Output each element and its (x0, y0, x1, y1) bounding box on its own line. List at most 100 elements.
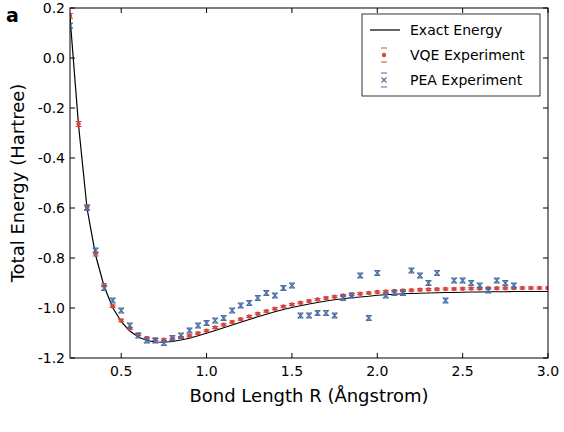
error-bar (502, 281, 508, 286)
legend-caps (381, 73, 387, 87)
pea-point (161, 341, 166, 346)
error-bar (289, 283, 295, 288)
error-bar (255, 296, 261, 301)
vqe-point (230, 320, 234, 324)
pea-point (358, 273, 363, 278)
error-bar (84, 206, 90, 211)
pea-point (102, 286, 107, 291)
pea-point (127, 323, 132, 328)
pea-point (315, 311, 320, 316)
pea-point (136, 333, 141, 338)
error-bar (152, 338, 158, 343)
error-bar (434, 271, 440, 276)
error-bar (323, 311, 329, 316)
vqe-point (196, 331, 200, 335)
vqe-point (426, 287, 430, 291)
pea-point (187, 328, 192, 333)
legend-line (370, 29, 400, 30)
pea-point (366, 316, 371, 321)
page: {"chart_data": { "type": "scatter", "ann… (0, 0, 564, 432)
pea-point (375, 271, 380, 276)
error-bar (306, 313, 312, 318)
vqe-point (324, 296, 328, 300)
y-tick (70, 8, 75, 9)
pea-point (230, 308, 235, 313)
pea-point (289, 283, 294, 288)
vqe-point (469, 286, 473, 290)
error-bar (212, 318, 218, 323)
error-bar (468, 281, 474, 286)
vqe-point (375, 290, 379, 294)
x-tick (291, 8, 292, 13)
error-bar (460, 278, 466, 283)
y-tick (70, 358, 75, 359)
y-tick-label: -0.2 (38, 100, 65, 116)
vqe-point (247, 314, 251, 318)
pea-point (247, 301, 252, 306)
error-bar (135, 333, 141, 338)
x-tick (548, 353, 549, 358)
vqe-point (307, 299, 311, 303)
vqe-point (435, 287, 439, 291)
vqe-point (221, 323, 225, 327)
vqe-point (204, 329, 208, 333)
y-tick (70, 108, 75, 109)
error-bar (127, 323, 133, 328)
error-bar (451, 278, 457, 283)
error-bar (280, 286, 286, 291)
pea-point (494, 278, 499, 283)
pea-point (153, 338, 158, 343)
x-tick-label: 3.0 (537, 363, 559, 379)
chart: 0.51.01.52.02.53.0-1.2-1.0-0.8-0.6-0.4-0… (0, 0, 564, 432)
x-tick-label: 0.5 (110, 363, 132, 379)
error-bar (93, 248, 99, 253)
error-bar (178, 333, 184, 338)
legend-label: VQE Experiment (410, 47, 525, 63)
panel-label: a (6, 4, 19, 26)
x-tick (462, 8, 463, 13)
legend-marker (382, 53, 386, 57)
pea-point (443, 298, 448, 303)
vqe-point (503, 286, 507, 290)
pea-point (511, 283, 516, 288)
error-bar (426, 281, 432, 286)
error-bar (374, 271, 380, 276)
legend-label: Exact Energy (410, 22, 502, 38)
y-tick (543, 58, 548, 59)
vqe-point (119, 318, 123, 322)
y-tick (70, 308, 75, 309)
error-bar (101, 286, 107, 291)
error-bar (161, 341, 167, 346)
legend-marker (382, 78, 387, 83)
pea-point (460, 278, 465, 283)
error-bar (187, 328, 193, 333)
vqe-point (110, 304, 114, 308)
plot-frame (70, 8, 548, 358)
pea-point (170, 336, 175, 341)
pea-point (486, 288, 491, 293)
pea-point (477, 283, 482, 288)
error-bar (272, 293, 278, 298)
error-bar (169, 336, 175, 341)
error-bar (84, 205, 90, 210)
y-tick (543, 258, 548, 259)
vqe-point (273, 307, 277, 311)
pea-point (144, 338, 149, 343)
x-tick (377, 8, 378, 13)
x-tick (462, 353, 463, 358)
x-tick-label: 1.0 (195, 363, 217, 379)
pea-point (307, 313, 312, 318)
pea-point (426, 281, 431, 286)
x-tick (548, 8, 549, 13)
vqe-point (281, 304, 285, 308)
vqe-point (409, 288, 413, 292)
y-tick (543, 158, 548, 159)
vqe-point (495, 286, 499, 290)
vqe-point (256, 312, 260, 316)
vqe-point (239, 317, 243, 321)
y-tick-label: -0.6 (38, 200, 65, 216)
legend-caps (381, 48, 387, 62)
x-tick-label: 2.0 (366, 363, 388, 379)
error-bar (400, 291, 406, 296)
vqe-point (358, 292, 362, 296)
